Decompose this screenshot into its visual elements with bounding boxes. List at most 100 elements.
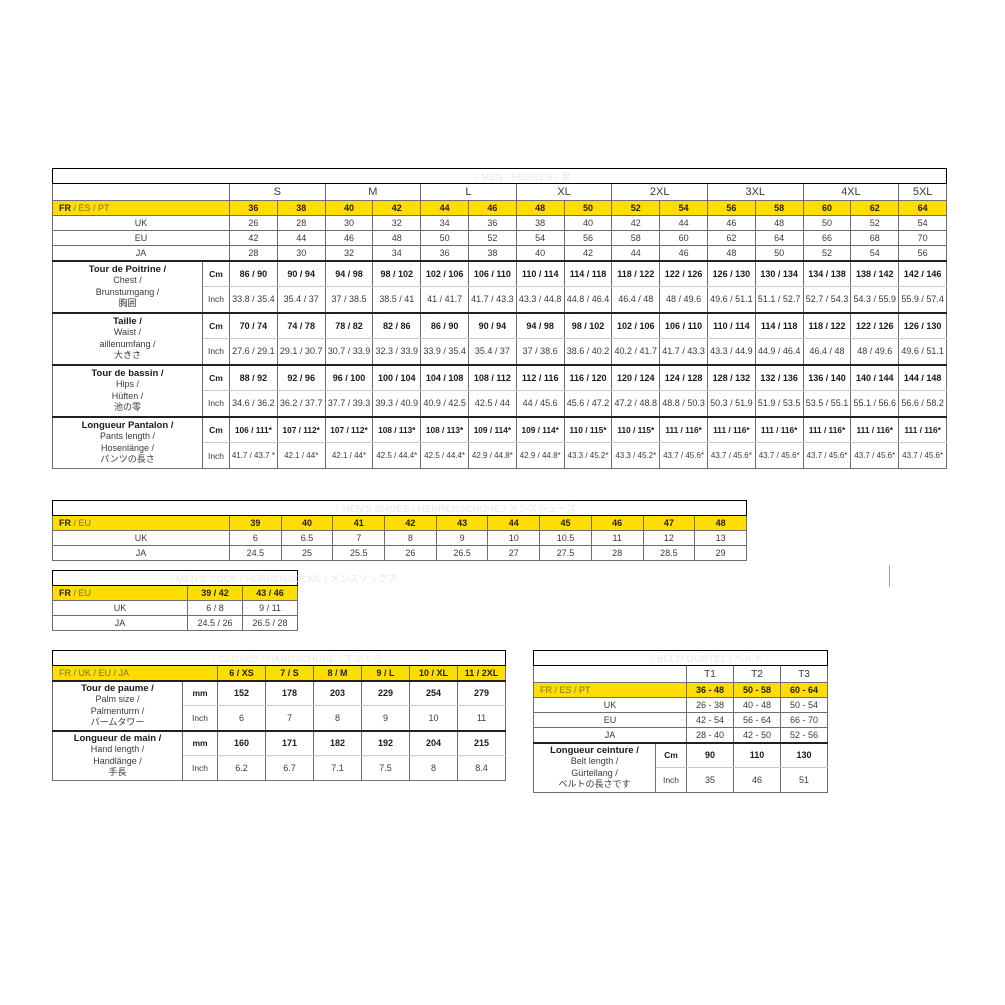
men-cell-fr-1: 38	[276, 200, 326, 216]
men-cell-eu-1: 44	[276, 230, 326, 246]
men-cell-eu-8: 58	[611, 230, 661, 246]
men-cell-ja-7: 42	[563, 245, 613, 261]
socks-row-uk: UK 6 / 8 9 / 11	[52, 600, 298, 616]
men-meas-pants-l3: Hosenlänge /	[100, 442, 155, 453]
belt-length-in-0: 35	[686, 767, 734, 793]
belt-row-fr: FR / ES / PT 36 - 48 50 - 58 60 - 64	[533, 682, 829, 698]
gloves-size-1: 7 / S	[265, 665, 314, 681]
men-waist-in-8: 40.2 / 41.7	[611, 338, 661, 365]
gloves-header-row: FR / UK / EU / JA 6 / XS 7 / S 8 / M 9 /…	[52, 665, 507, 681]
men-cell-fr-2: 40	[324, 200, 374, 216]
gloves-hand-l1: Longueur de main /	[73, 732, 162, 744]
men-cell-fr-8: 52	[611, 200, 661, 216]
men-waist-cm-11: 114 / 118	[754, 311, 804, 339]
men-cell-uk-11: 48	[754, 215, 804, 231]
gloves-palm-in-2: 8	[313, 705, 362, 731]
gloves-size-4: 10 / XL	[409, 665, 458, 681]
shoes-cell-ja-2: 25.5	[332, 545, 386, 561]
men-chest-in-3: 38.5 / 41	[372, 286, 422, 313]
belt-size-table-block: CEINTURE / BELT/ GÜRTEL / ベルト T1 T2 T3 F…	[532, 650, 829, 793]
men-cell-uk-9: 44	[659, 215, 708, 231]
men-cell-uk-6: 38	[515, 215, 565, 231]
men-cell-fr-4: 44	[420, 200, 469, 216]
gloves-size-3: 9 / L	[361, 665, 410, 681]
men-chest-cm-11: 130 / 134	[754, 259, 804, 287]
men-chest-cm-6: 110 / 114	[515, 259, 565, 287]
belt-row-eu: EU 42 - 54 56 - 64 66 - 70	[533, 712, 829, 728]
men-meas-pants-inch-row: Inch 41.7 / 43.7 * 42.1 / 44* 42.1 / 44*…	[53, 442, 948, 469]
men-cell-eu-10: 62	[706, 230, 756, 246]
men-waist-cm-8: 102 / 106	[611, 311, 661, 339]
men-pants-in-12: 43.7 / 45.6*	[802, 442, 852, 469]
men-pants-cm-14: 111 / 116*	[898, 415, 948, 443]
men-meas-pants-l4: パンツの長さ	[100, 454, 155, 465]
shoes-title-bar: CHAUSSURES HOMME / MEN'S SHOES / HERRENS…	[52, 500, 747, 516]
men-cell-eu-7: 56	[563, 230, 613, 246]
belt-cell-uk-2: 50 - 54	[779, 697, 829, 713]
men-meas-chest-cm-row: Tour de Poitrine / Chest / Brunstumgang …	[52, 259, 948, 313]
gloves-palm-unit-mm: mm	[182, 679, 218, 706]
men-cell-fr-0: 36	[229, 200, 278, 216]
men-waist-in-2: 30.7 / 33.9	[324, 338, 374, 365]
belt-row-uk: UK 26 - 38 40 - 48 50 - 54	[533, 697, 829, 713]
gloves-hand-mm-2: 182	[313, 729, 362, 756]
men-cell-uk-3: 32	[372, 215, 422, 231]
shoes-cell-fr-8: 47	[642, 515, 696, 531]
belt-cell-fr-1: 50 - 58	[733, 682, 781, 698]
men-waist-cm-5: 90 / 94	[467, 311, 517, 339]
men-title-sub: / MEN / HERREN / 男	[472, 172, 571, 183]
men-cell-eu-9: 60	[659, 230, 708, 246]
belt-length-inch-row: Inch 35 46 51	[534, 767, 829, 793]
men-waist-in-7: 38.6 / 40.2	[563, 338, 613, 365]
men-meas-chest-l3: Brunstumgang /	[95, 286, 160, 297]
men-chest-cm-9: 122 / 126	[659, 259, 708, 287]
men-meas-chest-unit-inch: Inch	[202, 286, 230, 313]
men-meas-waist-unit-inch: Inch	[202, 338, 230, 365]
shoes-cell-ja-5: 27	[487, 545, 541, 561]
men-row-label-eu: EU	[52, 230, 230, 246]
shoes-cell-ja-0: 24.5	[229, 545, 282, 561]
men-waist-cm-6: 94 / 98	[515, 311, 565, 339]
men-cell-ja-6: 40	[515, 245, 565, 261]
men-row-label-fr: FR / ES / PT	[52, 200, 230, 216]
men-cell-ja-11: 50	[754, 245, 804, 261]
shoes-cell-ja-3: 26	[384, 545, 437, 561]
men-pants-in-7: 43.3 / 45.2*	[563, 442, 613, 469]
men-waist-cm-13: 122 / 126	[850, 311, 900, 339]
socks-cell-uk-1: 9 / 11	[242, 600, 298, 616]
gloves-size-table: GANTS / GLOVES / HANDSCHUHE / てぶくろ FR / …	[51, 650, 507, 781]
men-pants-cm-4: 108 / 113*	[420, 415, 469, 443]
men-row-fr: FR / ES / PT 36 38 40 42 44 46 48 50 52 …	[52, 200, 948, 216]
shoes-cell-fr-7: 46	[590, 515, 644, 531]
men-chest-in-11: 51.1 / 52.7	[754, 286, 804, 313]
shoes-cell-uk-5: 10	[487, 530, 541, 546]
shoes-cell-fr-5: 44	[487, 515, 541, 531]
men-waist-in-10: 43.3 / 44.9	[706, 338, 756, 365]
men-cell-uk-7: 40	[563, 215, 613, 231]
men-pants-in-14: 43.7 / 45.6*	[898, 442, 948, 469]
men-meas-chest-l2: Chest /	[113, 275, 142, 285]
men-cell-ja-9: 46	[659, 245, 708, 261]
men-waist-in-0: 27.6 / 29.1	[229, 338, 278, 365]
men-pants-cm-6: 109 / 114*	[515, 415, 565, 443]
men-chest-cm-8: 118 / 122	[611, 259, 661, 287]
men-chest-in-4: 41 / 41.7	[420, 286, 469, 313]
men-pants-cm-9: 111 / 116*	[659, 415, 708, 443]
men-cell-ja-1: 30	[276, 245, 326, 261]
men-row-label-fr-bold: FR	[59, 203, 71, 213]
men-waist-cm-4: 86 / 90	[420, 311, 469, 339]
socks-title-row: CHAUSSETTES HOMME / MEN'S SOCK / HERRENS…	[52, 570, 397, 586]
men-waist-in-3: 32.3 / 33.9	[372, 338, 422, 365]
men-meas-pants-unit-inch: Inch	[202, 442, 230, 469]
gloves-hand-in-4: 8	[409, 755, 458, 781]
men-meas-hips-unit-inch: Inch	[202, 390, 230, 417]
size-group-m: M	[324, 183, 422, 201]
men-cell-fr-11: 58	[754, 200, 804, 216]
men-chest-cm-14: 142 / 146	[898, 259, 948, 287]
men-meas-hips-l3: Hüften /	[111, 390, 144, 401]
men-cell-fr-3: 42	[372, 200, 422, 216]
men-meas-waist-cm-row: Taille / Waist / aillenumfang / 大きさ Cm 7…	[52, 311, 948, 365]
men-hips-in-14: 56.6 / 58.2	[898, 390, 948, 417]
gloves-hand-in-5: 8.4	[456, 755, 507, 781]
men-cell-uk-8: 42	[611, 215, 661, 231]
